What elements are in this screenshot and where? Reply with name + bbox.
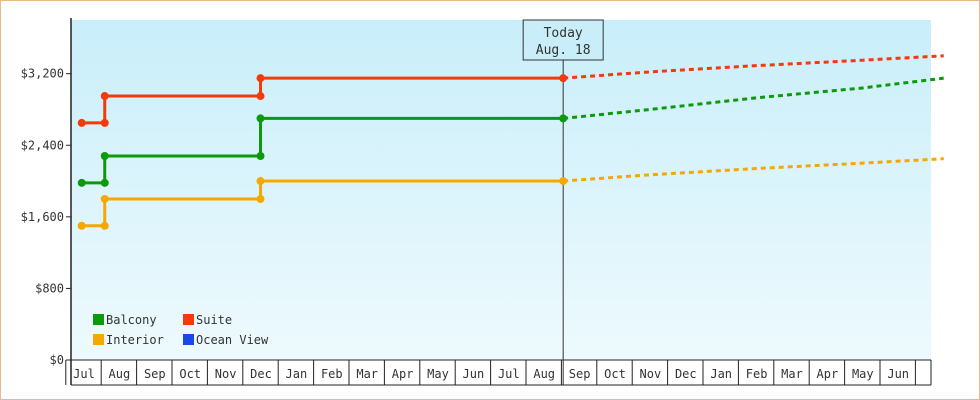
data-point [100,118,109,127]
x-month-label: Aug [533,367,555,381]
x-month-label: Mar [781,367,803,381]
data-point [256,152,265,160]
forecast-line-interior [563,157,944,183]
today-label: Today [544,26,583,41]
x-month-label: Oct [179,367,201,381]
today-date: Aug. 18 [536,43,591,58]
data-point [100,92,109,101]
y-tick-label: $1,600 [21,210,64,224]
data-point [100,178,109,187]
x-month-label: May [852,367,874,381]
x-month-label: Dec [250,367,272,381]
x-month-label: Jun [887,367,909,381]
data-point [100,221,109,230]
legend-swatch [183,314,194,325]
data-point [77,178,86,187]
legend-swatch [183,334,194,345]
forecast-line-balcony [563,76,944,120]
x-month-label: Oct [604,367,626,381]
y-tick-label: $0 [50,353,64,367]
legend-label-balcony: Balcony [106,313,157,327]
data-point [256,74,265,83]
x-month-label: Dec [675,367,697,381]
data-point [77,118,86,127]
data-point [559,114,568,123]
x-month-label: Jan [710,367,732,381]
y-tick-label: $3,200 [21,67,64,81]
y-tick-label: $2,400 [21,138,64,152]
x-month-label: Jan [286,367,308,381]
data-point [559,74,568,83]
legend-swatch [93,334,104,345]
x-month-label: Jul [73,367,95,381]
x-month-label: Feb [746,367,768,381]
x-month-label: Nov [215,367,237,381]
legend-label-suite: Suite [196,313,232,327]
today-box [522,19,604,61]
x-month-label: Sep [144,367,166,381]
legend-swatch [93,314,104,325]
x-month-label: May [427,367,449,381]
data-point [256,92,265,101]
forecast-line-suite [563,54,944,80]
data-point [256,194,265,203]
x-month-label: Jul [498,367,520,381]
data-point [100,194,109,203]
plot-area [71,20,931,360]
data-point [256,114,265,123]
x-month-label: Sep [569,367,591,381]
data-point [559,177,568,186]
legend-label-interior: Interior [106,333,164,347]
x-month-label: Apr [392,367,414,381]
data-point [100,152,109,160]
x-month-label: Aug [109,367,131,381]
data-point [77,221,86,230]
data-point [256,177,265,186]
x-month-label: Nov [640,367,662,381]
x-month-label: Apr [817,367,839,381]
x-month-label: Mar [356,367,378,381]
legend-label-ocean-view: Ocean View [196,333,269,347]
y-tick-label: $800 [35,281,64,295]
x-month-label: Feb [321,367,343,381]
x-month-label: Jun [463,367,485,381]
